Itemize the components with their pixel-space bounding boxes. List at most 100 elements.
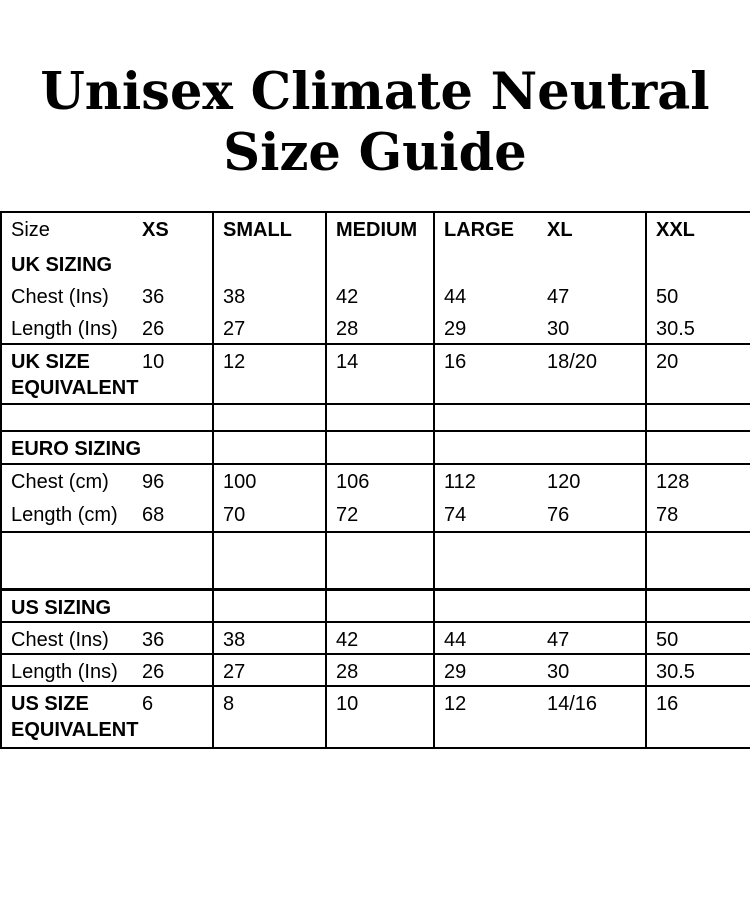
cell-value: 78: [656, 504, 679, 526]
table-cell: [645, 404, 750, 432]
table-cell: 27: [212, 653, 326, 687]
page-title-line2: Size Guide: [223, 123, 527, 183]
table-cell: [325, 404, 434, 432]
table-cell: [433, 404, 646, 432]
col-header-small: SMALL: [223, 219, 292, 241]
col-header-xs: XS: [142, 219, 169, 241]
table-cell: 20: [645, 344, 750, 405]
table-row-us-length: Length (Ins) 26 27 28 29 30 30.5: [0, 653, 750, 687]
table-cell: Length (Ins) 26: [0, 653, 213, 687]
table-cell: 30.5: [645, 653, 750, 687]
table-cell: Size XS: [0, 211, 213, 248]
cell-value: 47: [547, 286, 570, 308]
table-cell: EURO SIZING: [0, 431, 213, 465]
size-guide-table: Size XS SMALL MEDIUM LARGE XL XXL UK SIZIN…: [0, 211, 750, 749]
table-cell: [212, 532, 326, 591]
table-cell: 28: [325, 312, 434, 345]
cell-value: 120: [547, 471, 581, 493]
table-cell: [0, 532, 213, 591]
table-cell: 16 18/20: [433, 344, 646, 405]
table-cell: Length (cm) 68: [0, 498, 213, 533]
cell-value: 38: [223, 628, 246, 651]
table-cell: 38: [212, 621, 326, 655]
table-cell: [645, 532, 750, 591]
table-cell: [433, 589, 646, 623]
table-cell: XXL: [645, 211, 750, 248]
table-cell: 10: [325, 685, 434, 749]
row-label: Length (Ins): [11, 660, 118, 683]
table-cell: SMALL: [212, 211, 326, 248]
cell-value: 112: [444, 471, 476, 493]
table-cell: [0, 404, 213, 432]
cell-value: 28: [336, 660, 359, 683]
cell-value: 50: [656, 286, 679, 308]
cell-value: 18/20: [547, 351, 598, 373]
table-cell: 28: [325, 653, 434, 687]
table-row-spacer: [0, 404, 750, 432]
table-cell: 30.5: [645, 312, 750, 345]
table-row-spacer: [0, 532, 750, 591]
table-row-euro-sizing: EURO SIZING: [0, 431, 750, 465]
table-row-us-chest: Chest (Ins) 36 38 42 44 47 50: [0, 621, 750, 655]
table-cell: [212, 589, 326, 623]
cell-value: 44: [444, 286, 467, 308]
cell-value: 44: [444, 628, 467, 651]
table-cell: 44 47: [433, 621, 646, 655]
cell-value: 27: [223, 660, 246, 683]
cell-value: 30: [547, 660, 570, 683]
table-cell: 78: [645, 498, 750, 533]
col-header-large: LARGE: [444, 219, 514, 241]
cell-value: 50: [656, 628, 679, 651]
table-cell: [212, 248, 326, 280]
table-cell: Chest (cm) 96: [0, 464, 213, 498]
cell-value: 12: [444, 692, 467, 715]
cell-value: 30: [547, 318, 570, 340]
table-cell: US SIZING: [0, 589, 213, 623]
col-header-xl: XL: [547, 219, 573, 241]
table-cell: 50: [645, 280, 750, 312]
cell-value: 70: [223, 504, 246, 526]
row-label: Chest (cm): [11, 471, 109, 493]
table-cell: [433, 532, 646, 591]
section-label: US SIZING: [11, 596, 112, 619]
table-cell: 112 120: [433, 464, 646, 498]
table-cell: 14: [325, 344, 434, 405]
row-label: Chest (Ins): [11, 628, 109, 651]
cell-value: 10: [336, 692, 359, 715]
table-cell: 74 76: [433, 498, 646, 533]
cell-value: 30.5: [656, 660, 695, 683]
row-label: Length (cm): [11, 504, 118, 526]
cell-value: 26: [142, 660, 165, 683]
table-cell: [645, 431, 750, 465]
cell-value: 128: [656, 471, 690, 493]
cell-value: 72: [336, 504, 359, 526]
table-cell: [433, 248, 646, 280]
cell-value: 36: [142, 628, 165, 651]
table-cell: 42: [325, 280, 434, 312]
table-cell: [212, 404, 326, 432]
table-row-us-size-equivalent: US SIZE EQUIVALENT 6 8 10 12 14/16 16: [0, 685, 750, 749]
row-label-line2: EQUIVALENT: [11, 377, 139, 399]
cell-value: 6: [142, 692, 154, 715]
table-cell: 12 14/16: [433, 685, 646, 749]
table-cell: 29 30: [433, 312, 646, 345]
table-cell: 128: [645, 464, 750, 498]
cell-value: 30.5: [656, 318, 695, 340]
row-label: Length (Ins): [11, 318, 118, 340]
table-cell: 27: [212, 312, 326, 345]
table-cell: [645, 248, 750, 280]
table-cell: [212, 431, 326, 465]
table-cell: 8: [212, 685, 326, 749]
table-row-euro-chest: Chest (cm) 96 100 106 112 120 128: [0, 464, 750, 498]
cell-value: 8: [223, 692, 235, 715]
cell-value: 42: [336, 286, 359, 308]
row-label: Chest (Ins): [11, 286, 109, 308]
page-title-line1: Unisex Climate Neutral: [40, 62, 710, 122]
cell-value: 68: [142, 504, 165, 526]
table-cell: US SIZE EQUIVALENT 6: [0, 685, 213, 749]
cell-value: 47: [547, 628, 570, 651]
table-cell: 12: [212, 344, 326, 405]
cell-value: 29: [444, 318, 467, 340]
cell-value: 100: [223, 471, 257, 493]
cell-value: 27: [223, 318, 246, 340]
